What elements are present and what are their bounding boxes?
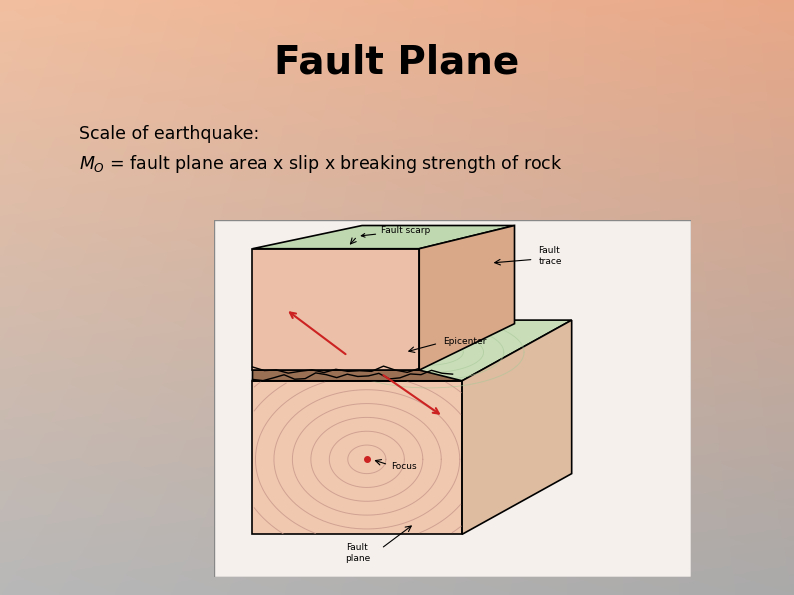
Text: $M_O$ = fault plane area x slip x breaking strength of rock: $M_O$ = fault plane area x slip x breaki… (79, 153, 563, 174)
Text: Fault
plane: Fault plane (345, 543, 370, 563)
Text: Fault scarp: Fault scarp (361, 226, 430, 237)
Polygon shape (214, 220, 691, 577)
Polygon shape (252, 249, 419, 370)
Polygon shape (462, 320, 572, 534)
Text: Fault Plane: Fault Plane (275, 43, 519, 82)
Polygon shape (252, 381, 462, 534)
Text: Fault
trace: Fault trace (538, 246, 562, 265)
Polygon shape (419, 226, 515, 370)
Text: Scale of earthquake:: Scale of earthquake: (79, 125, 260, 143)
Text: Focus: Focus (391, 462, 416, 471)
Polygon shape (252, 226, 515, 249)
Polygon shape (252, 370, 462, 381)
Text: Epicenter: Epicenter (443, 337, 487, 346)
Polygon shape (252, 320, 572, 381)
